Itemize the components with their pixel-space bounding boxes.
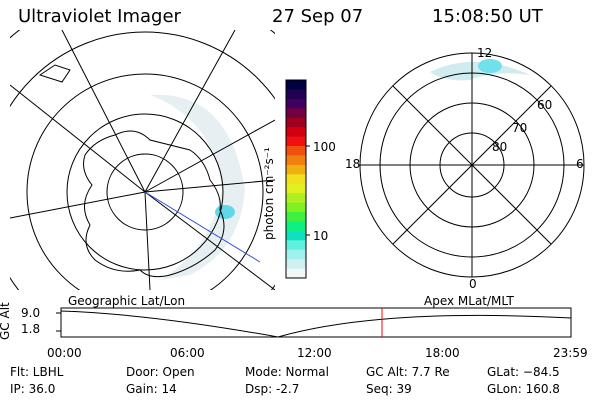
mlat-label-60: 60 (537, 98, 553, 112)
colorbar-swatch (286, 117, 306, 128)
date-readout: 27 Sep 07 (272, 6, 364, 27)
colorbar-swatch (286, 259, 306, 270)
colorbar-swatch (286, 212, 306, 222)
mlat-label-70: 70 (512, 121, 528, 135)
colorbar-swatch (286, 146, 306, 156)
time-readout: 15:08:50 UT (432, 6, 543, 27)
y-tick-1-8: 1.8 (21, 322, 41, 336)
colorbar-swatch (286, 183, 306, 194)
colorbar-swatch (286, 202, 306, 213)
mlt-label-18: 18 (345, 157, 361, 171)
colorbar-swatch (286, 127, 306, 138)
colorbar-swatch (286, 80, 306, 90)
mlat-label-80: 80 (492, 140, 508, 154)
colorbar-swatch (286, 89, 306, 100)
x-tick-1800: 18:00 (425, 346, 460, 360)
gc-alt-readout: GC Alt: 7.7 Re (366, 365, 450, 379)
colorbar-swatch (286, 174, 306, 185)
antarctica-coastline (83, 130, 225, 278)
colorbar-swatch (286, 155, 306, 166)
app-title: Ultraviolet Imager (18, 6, 181, 27)
colorbar-tick-100: 100 (313, 140, 336, 154)
mlt-label-6: 6 (576, 157, 584, 171)
apex-label: Apex MLat/MLT (424, 294, 514, 308)
mlt-label-12: 12 (477, 46, 493, 60)
x-tick-0600: 06:00 (170, 346, 205, 360)
dsp-readout: Dsp: -2.7 (245, 382, 300, 396)
mlt-label-0: 0 (469, 277, 477, 291)
colorbar-swatch (286, 240, 306, 251)
glon-readout: GLon: 160.8 (487, 382, 560, 396)
mode-readout: Mode: Normal (245, 365, 329, 379)
colorbar-swatch (286, 221, 306, 232)
ip-readout: IP: 36.0 (10, 382, 56, 396)
y-tick-9: 9.0 (21, 306, 41, 320)
x-tick-2359: 23:59 (553, 346, 588, 360)
polar-aurora-region (430, 61, 530, 81)
altitude-curve (60, 310, 572, 338)
colorbar-swatch (286, 249, 306, 260)
x-tick-0000: 00:00 (47, 346, 82, 360)
colorbar-swatch (286, 98, 306, 109)
glat-readout: GLat: −84.5 (487, 365, 560, 379)
filter-readout: Flt: LBHL (10, 365, 64, 379)
colorbar-swatch (286, 136, 306, 147)
aurora-bright-spot (215, 205, 235, 219)
colorbar-swatch (286, 108, 306, 119)
colorbar-swatch (286, 268, 306, 279)
aurora-glow-region (150, 94, 245, 280)
geographic-label: Geographic Lat/Lon (68, 294, 186, 308)
gc-alt-axis-label: GC Alt (0, 302, 12, 340)
colorbar-tick-10: 10 (313, 229, 329, 243)
colorbar-unit-label: photon cm⁻²s⁻¹ (262, 147, 276, 240)
seq-readout: Seq: 39 (366, 382, 412, 396)
door-readout: Door: Open (126, 365, 195, 379)
colorbar-swatch (286, 164, 306, 175)
gain-readout: Gain: 14 (126, 382, 177, 396)
colorbar-swatch (286, 230, 306, 241)
colorbar-swatch (286, 193, 306, 204)
x-tick-1200: 12:00 (297, 346, 332, 360)
